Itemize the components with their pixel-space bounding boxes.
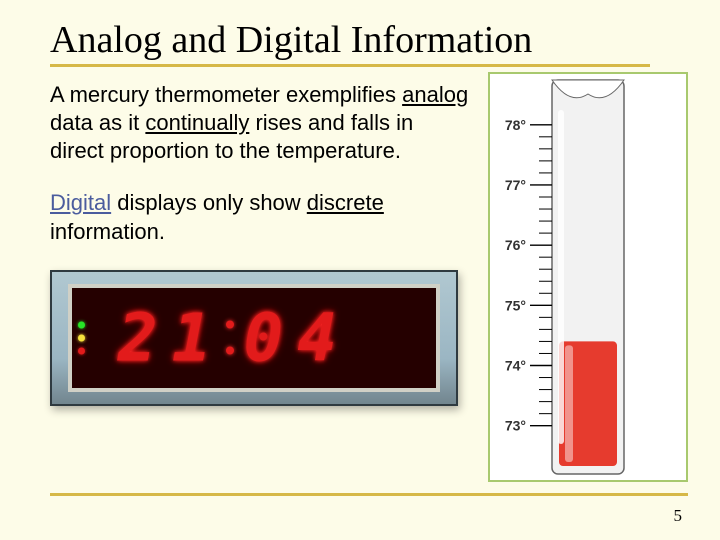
- svg-text:75°: 75°: [505, 297, 526, 313]
- clock-digits: 21 04: [118, 299, 341, 376]
- p2-t2: information.: [50, 219, 165, 244]
- slide-title: Analog and Digital Information: [50, 18, 650, 67]
- svg-text:76°: 76°: [505, 237, 526, 253]
- clock-leds: [78, 321, 85, 354]
- digit-2: 1: [172, 299, 216, 376]
- digit-4: 4: [297, 299, 341, 376]
- paragraph-digital: Digital displays only show discrete info…: [50, 189, 470, 245]
- bottom-rule: [50, 493, 688, 496]
- term-continually: continually: [145, 110, 249, 135]
- led-yellow: [78, 334, 85, 341]
- text-column: A mercury thermometer exemplifies analog…: [50, 81, 470, 406]
- digital-clock-photo: 21 04: [50, 270, 458, 406]
- svg-text:73°: 73°: [505, 418, 526, 434]
- term-discrete: discrete: [307, 190, 384, 215]
- page-number: 5: [674, 506, 683, 526]
- thermometer-svg: 78° 77° 76° 75° 74° 73°: [490, 74, 686, 480]
- svg-text:74°: 74°: [505, 358, 526, 374]
- paragraph-analog: A mercury thermometer exemplifies analog…: [50, 81, 470, 165]
- clock-screen: 21 04: [72, 288, 436, 388]
- digit-1: 2: [118, 299, 162, 376]
- term-digital: Digital: [50, 190, 111, 215]
- term-analog: analog: [402, 82, 468, 107]
- led-red: [78, 347, 85, 354]
- p1-t1: A mercury thermometer exemplifies: [50, 82, 402, 107]
- p2-t1: displays only show: [111, 190, 307, 215]
- svg-text:77°: 77°: [505, 177, 526, 193]
- thermometer-figure: 78° 77° 76° 75° 74° 73°: [488, 72, 688, 482]
- led-green: [78, 321, 85, 328]
- p1-t2: data as it: [50, 110, 145, 135]
- digit-3: 0: [244, 299, 288, 376]
- clock-frame: 21 04: [68, 284, 440, 392]
- svg-text:78°: 78°: [505, 117, 526, 133]
- clock-colon: [226, 321, 234, 355]
